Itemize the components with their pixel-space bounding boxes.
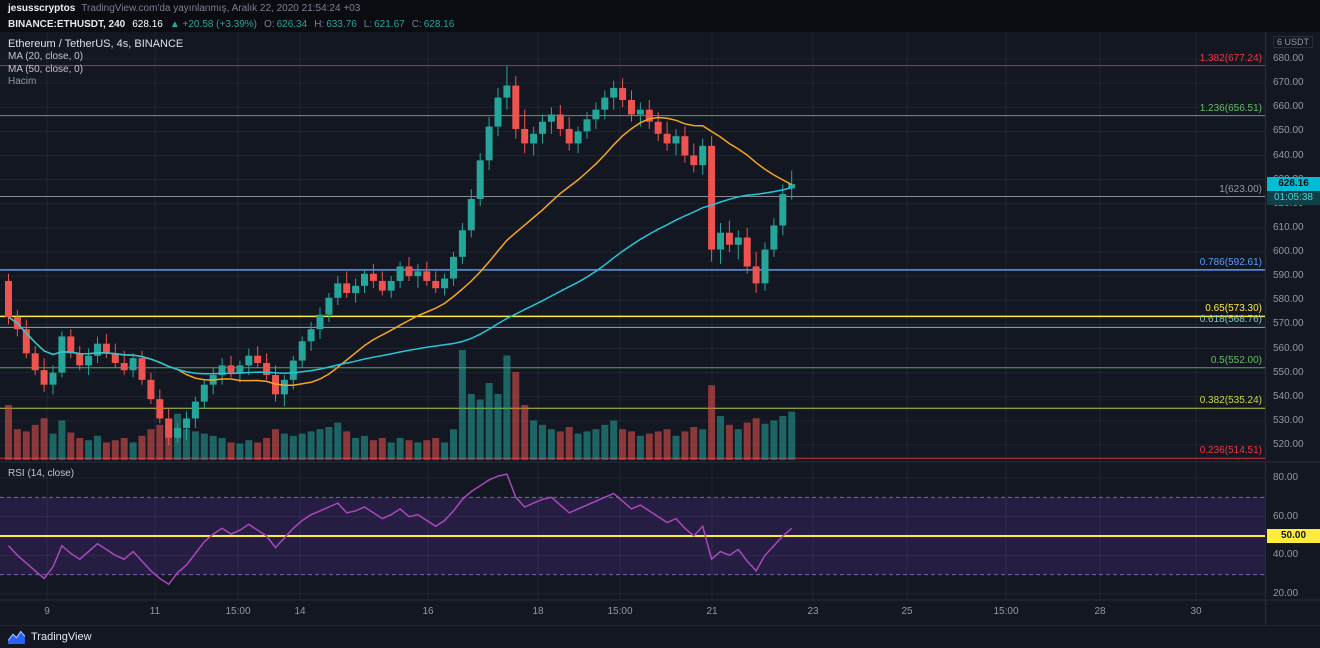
symbol-last-price: 628.16 [132, 18, 163, 30]
price-axis-tick: 640.00 [1273, 150, 1304, 161]
axis-unit-label: 6 USDT [1273, 36, 1314, 48]
price-axis-tick: 600.00 [1273, 246, 1304, 257]
ma20-line [8, 116, 793, 387]
legend-symbol-title[interactable]: Ethereum / TetherUS, 4s, BINANCE [8, 38, 184, 50]
ma50-line [8, 186, 792, 375]
price-axis-tick: 580.00 [1273, 294, 1304, 305]
pane-separators [0, 461, 1320, 601]
publish-bar: jesusscryptos TradingView.com'da yayınla… [0, 0, 1320, 16]
legend-volume[interactable]: Hacim [8, 76, 37, 87]
chart-plot[interactable] [0, 32, 1320, 625]
publisher-username[interactable]: jesusscryptos [8, 2, 76, 14]
low-label: L: [363, 18, 373, 30]
legend-rsi[interactable]: RSI (14, close) [8, 468, 75, 479]
legend-ma20[interactable]: MA (20, close, 0) [8, 51, 84, 62]
price-axis-tick: 570.00 [1273, 318, 1304, 329]
candles-layer [5, 66, 796, 445]
price-axis-tick: 660.00 [1273, 101, 1304, 112]
price-axis-tick: 540.00 [1273, 391, 1304, 402]
legend-ma50[interactable]: MA (50, close, 0) [8, 63, 84, 75]
tradingview-logo[interactable] [8, 630, 25, 644]
volume-layer [5, 350, 796, 460]
price-axis-tick: 650.00 [1273, 125, 1304, 136]
rsi-axis-tick: 80.00 [1273, 472, 1299, 483]
chart-legend: Ethereum / TetherUS, 4s, BINANCE MA (20,… [8, 38, 183, 89]
fib-levels-layer [0, 65, 1265, 459]
price-axis-tick: 590.00 [1273, 270, 1304, 281]
high-value: 633.76 [326, 18, 357, 30]
rsi-axis-tick: 20.00 [1273, 588, 1299, 599]
rsi-axis-tick: 60.00 [1273, 511, 1299, 522]
close-value: 628.16 [423, 18, 455, 30]
price-axis-tick: 520.00 [1273, 439, 1304, 450]
close-label: C: [411, 18, 422, 30]
symbol-bar: BINANCE:ETHUSDT, 240 628.16 ▲ +20.58 (+3… [0, 16, 1320, 32]
symbol-change: ▲ +20.58 (+3.39%) [169, 18, 258, 30]
price-axis-tick: 680.00 [1273, 53, 1304, 64]
last-price-badge: 628.16 [1267, 177, 1320, 191]
symbol-name[interactable]: BINANCE:ETHUSDT, 240 [8, 18, 126, 30]
price-axis-tick: 530.00 [1273, 415, 1304, 426]
rsi-axis-tick: 40.00 [1273, 549, 1299, 560]
rsi-mid-level-badge: 50.00 [1267, 529, 1320, 543]
footer-bar: TradingView [0, 625, 1320, 648]
low-value: 621.67 [374, 18, 405, 30]
publish-info-text: TradingView.com'da yayınlanmış, Aralık 2… [81, 2, 361, 14]
tradingview-brand[interactable]: TradingView [31, 631, 92, 643]
price-axis-tick: 670.00 [1273, 77, 1304, 88]
open-value: 626.34 [276, 18, 308, 30]
price-axis-tick: 550.00 [1273, 367, 1304, 378]
chart-region: Ethereum / TetherUS, 4s, BINANCE MA (20,… [0, 32, 1320, 625]
rsi-layer [0, 473, 1265, 586]
bar-countdown-badge: 01:05:38 [1267, 191, 1320, 205]
price-axis[interactable]: 6 USDT 628.16 01:05:38 50.00 680.00 670.0… [1265, 32, 1320, 625]
high-label: H: [314, 18, 325, 30]
price-axis-tick: 610.00 [1273, 222, 1304, 233]
open-label: O: [264, 18, 275, 30]
price-axis-tick: 560.00 [1273, 343, 1304, 354]
